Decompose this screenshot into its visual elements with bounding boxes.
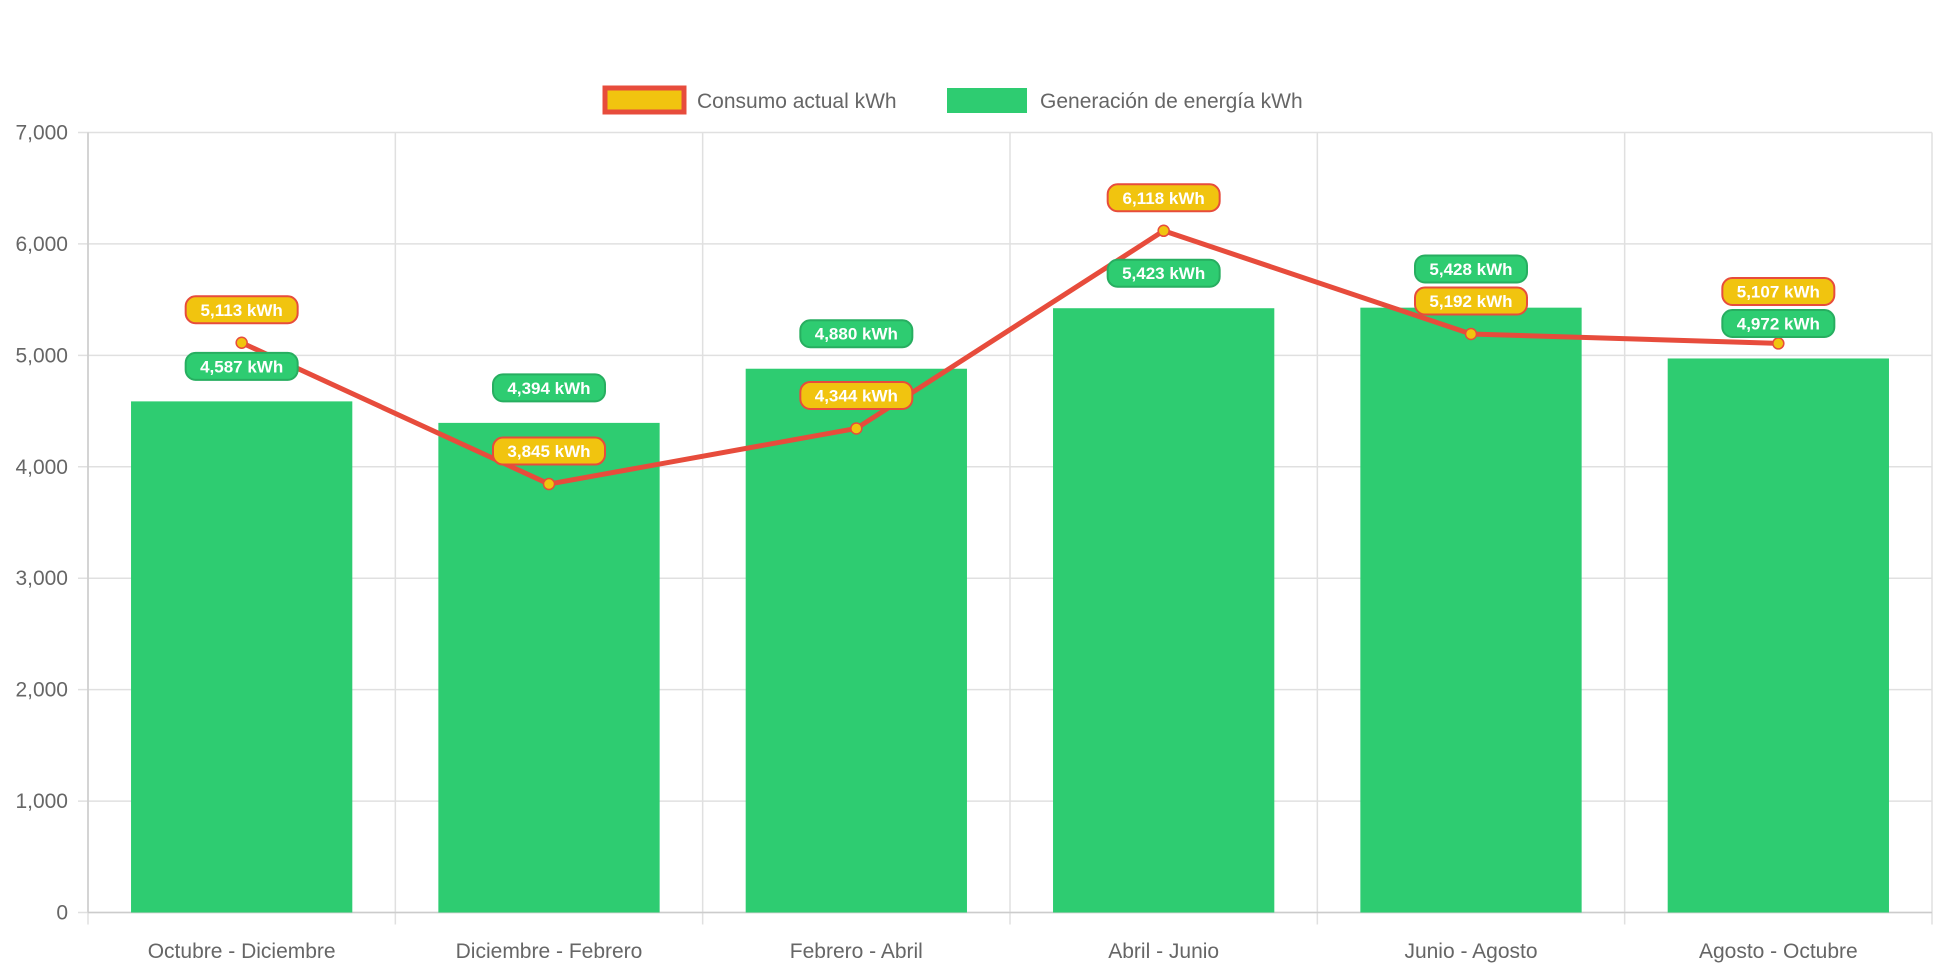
line-data-label: 3,845 kWh (507, 442, 590, 461)
line-data-label: 6,118 kWh (1123, 189, 1205, 208)
grid: 0 1,000 2,000 3,000 4,000 5,000 6,000 7,000 Octu… (15, 122, 1933, 963)
x-tick-label: Octubre - Diciembre (148, 940, 336, 963)
line-point (1772, 337, 1785, 350)
line-data-label-box (799, 380, 914, 410)
x-tick-label: Abril - Junio (1108, 940, 1219, 963)
line-point (542, 477, 556, 491)
bar-data-label: 5,423 kWh (1122, 264, 1205, 283)
legend-label-generacion: Generación de energía kWh (1040, 90, 1303, 113)
y-tick-label: 4,000 (15, 456, 68, 479)
legend-swatch-consumo (602, 85, 687, 115)
bar-data-label-box (799, 319, 914, 349)
bar-data-label: 5,428 kWh (1429, 260, 1512, 279)
line-data-label-box (184, 295, 299, 325)
bar-data-label-box (1721, 308, 1836, 338)
x-tick-label: Diciembre - Febrero (456, 940, 643, 963)
y-tick-label: 0 (56, 902, 68, 925)
bars (131, 307, 1889, 913)
bar (745, 368, 967, 913)
line-data-label: 5,113 kWh (201, 301, 283, 320)
legend-label-consumo: Consumo actual kWh (697, 90, 897, 113)
y-tick-label: 5,000 (15, 344, 68, 367)
line-data-label-box (492, 436, 606, 466)
bar (1360, 307, 1582, 913)
legend-item-consumo[interactable]: Consumo actual kWh (602, 85, 897, 115)
legend-item-generacion[interactable]: Generación de energía kWh (947, 88, 1303, 113)
line-data-label: 5,107 kWh (1737, 282, 1820, 301)
x-tick-label: Agosto - Octubre (1699, 940, 1858, 963)
bar-data-label: 4,972 kWh (1737, 314, 1820, 333)
y-tick-label: 1,000 (15, 790, 68, 813)
line-data-label-box (1721, 276, 1836, 306)
bar (438, 422, 660, 913)
bar-data-label: 4,880 kWh (815, 325, 898, 344)
bar-data-label-box (1414, 254, 1528, 284)
bar-data-label: 4,587 kWh (200, 357, 283, 376)
line-point (850, 422, 863, 435)
x-tick-label: Febrero - Abril (790, 940, 923, 963)
line-point (1157, 224, 1170, 238)
y-tick-label: 2,000 (15, 679, 68, 702)
y-tick-label: 6,000 (15, 233, 68, 256)
line-data-label-box (1414, 286, 1528, 316)
x-tick-label: Junio - Agosto (1404, 940, 1537, 963)
bar (1053, 308, 1275, 913)
y-tick-label: 7,000 (15, 122, 68, 145)
line-point (235, 336, 248, 350)
legend: Consumo actual kWh Generación de energía… (602, 85, 1303, 115)
bar-data-label-box (492, 373, 606, 403)
legend-swatch-generacion (947, 88, 1027, 113)
data-labels: 4,587 kWh 5,113 kWh 4,394 kWh 3,845 kWh 4,88… (184, 183, 1836, 466)
bar-data-label: 4,394 kWh (507, 379, 590, 398)
bar (131, 401, 353, 913)
line-point (1464, 327, 1478, 341)
bar (1667, 358, 1889, 913)
y-tick-label: 3,000 (15, 567, 68, 590)
line-data-label-box (1106, 183, 1221, 213)
bar-data-label-box (184, 351, 299, 381)
bar-data-label-box (1106, 258, 1221, 288)
line-data-label: 5,192 kWh (1429, 292, 1512, 311)
line-data-label: 4,344 kWh (815, 386, 898, 405)
